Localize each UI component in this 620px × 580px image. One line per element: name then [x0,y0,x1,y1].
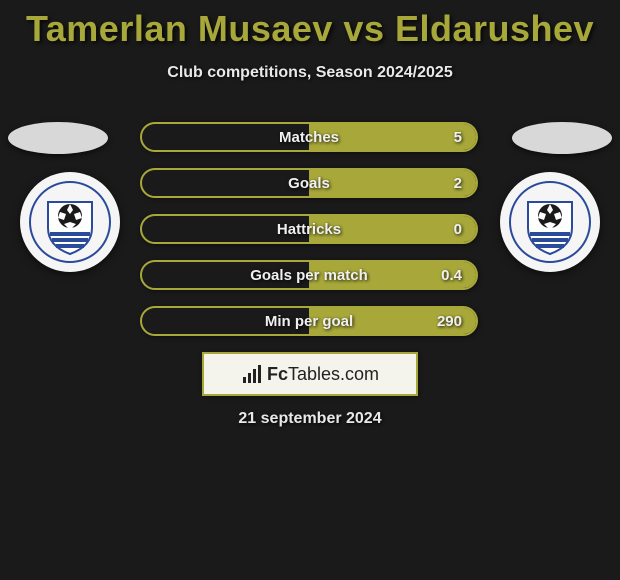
bar-chart-icon [241,363,263,385]
player-right-club-badge [500,172,600,272]
stat-row: Goals per match 0.4 [140,260,478,290]
brand-attribution: FcTables.com [202,352,418,396]
stat-label: Goals [288,175,330,192]
stat-label: Hattricks [277,221,341,238]
brand-text: FcTables.com [267,364,379,385]
stat-label: Min per goal [265,313,353,330]
stat-value-right: 5 [454,129,462,146]
stat-value-right: 2 [454,175,462,192]
stat-rows-container: Matches 5 Goals 2 Hattricks 0 Goals per … [140,122,478,352]
season-subtitle: Club competitions, Season 2024/2025 [0,64,620,82]
club-crest-icon [28,180,112,264]
stat-label: Goals per match [250,267,368,284]
player-left-flag [8,122,108,154]
player-left-club-badge [20,172,120,272]
stat-row: Goals 2 [140,168,478,198]
club-crest-icon [508,180,592,264]
stat-row: Min per goal 290 [140,306,478,336]
stat-value-right: 0 [454,221,462,238]
player-right-flag [512,122,612,154]
stat-value-right: 0.4 [441,267,462,284]
stat-row: Hattricks 0 [140,214,478,244]
stat-row: Matches 5 [140,122,478,152]
stat-fill-right [309,170,476,196]
stat-label: Matches [279,129,339,146]
page-title: Tamerlan Musaev vs Eldarushev [0,0,620,50]
stat-value-right: 290 [437,313,462,330]
snapshot-date: 21 september 2024 [238,410,381,428]
